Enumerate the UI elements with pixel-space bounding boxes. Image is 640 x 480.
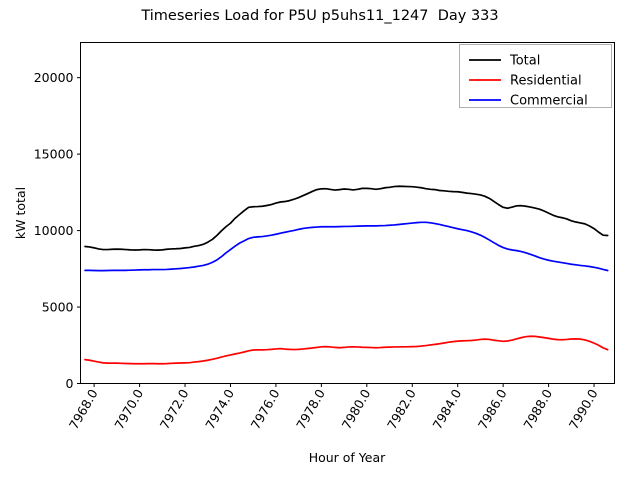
y-axis-ticks: 0 5000 10000 15000 20000 [34,70,81,391]
legend-label-total: Total [509,54,540,69]
series-line-residential [84,335,609,365]
x-tick-label: 7980.0 [339,386,374,431]
plot-area-border [80,42,615,384]
x-axis-ticks: 7968.0 7970.0 7972.0 7974.0 7976.0 7978.0 7980… [66,383,601,432]
y-tick-label: 5000 [42,300,74,315]
y-tick-label: 10000 [34,223,74,238]
x-tick-label: 7984.0 [429,386,464,431]
x-tick-label: 7982.0 [384,386,419,431]
x-tick-label: 7974.0 [202,386,237,431]
x-tick-label: 7978.0 [293,386,328,431]
x-tick-label: 7988.0 [520,386,555,431]
y-tick-label: 20000 [34,70,74,85]
y-axis-title: kW total [13,187,28,239]
legend-entries: Total Residential Commercial [469,54,588,109]
axes-frame [80,42,615,384]
x-tick-label: 7986.0 [475,386,510,431]
data-series-group [84,185,609,365]
chart-legend: Total Residential Commercial [459,44,612,109]
y-tick-label: 15000 [34,147,74,162]
x-axis-title: Hour of Year [309,450,386,465]
x-tick-label: 7976.0 [248,386,283,431]
x-tick-label: 7972.0 [157,386,192,431]
x-tick-label: 7990.0 [566,386,601,431]
x-tick-label: 7970.0 [111,386,146,431]
series-line-commercial [84,221,609,272]
legend-background [459,44,612,108]
chart-title: Timeseries Load for P5U p5uhs11_1247 Day… [141,8,499,24]
legend-label-commercial: Commercial [510,94,588,109]
x-tick-label: 7968.0 [66,386,101,431]
y-tick-label: 0 [66,376,74,391]
series-line-total [84,185,609,252]
legend-label-residential: Residential [510,74,582,89]
